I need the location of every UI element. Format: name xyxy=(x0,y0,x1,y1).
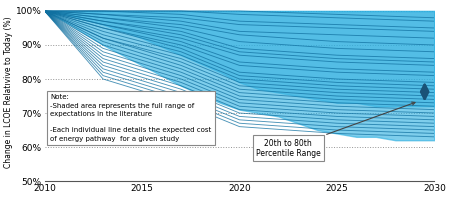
Text: Note:
-Shaded area represents the full range of
expectations in the literature

: Note: -Shaded area represents the full r… xyxy=(50,94,212,142)
Text: 20th to 80th
Percentile Range: 20th to 80th Percentile Range xyxy=(256,102,415,158)
Y-axis label: Change in LCOE Relatıvive to Today (%): Change in LCOE Relatıvive to Today (%) xyxy=(4,17,13,168)
